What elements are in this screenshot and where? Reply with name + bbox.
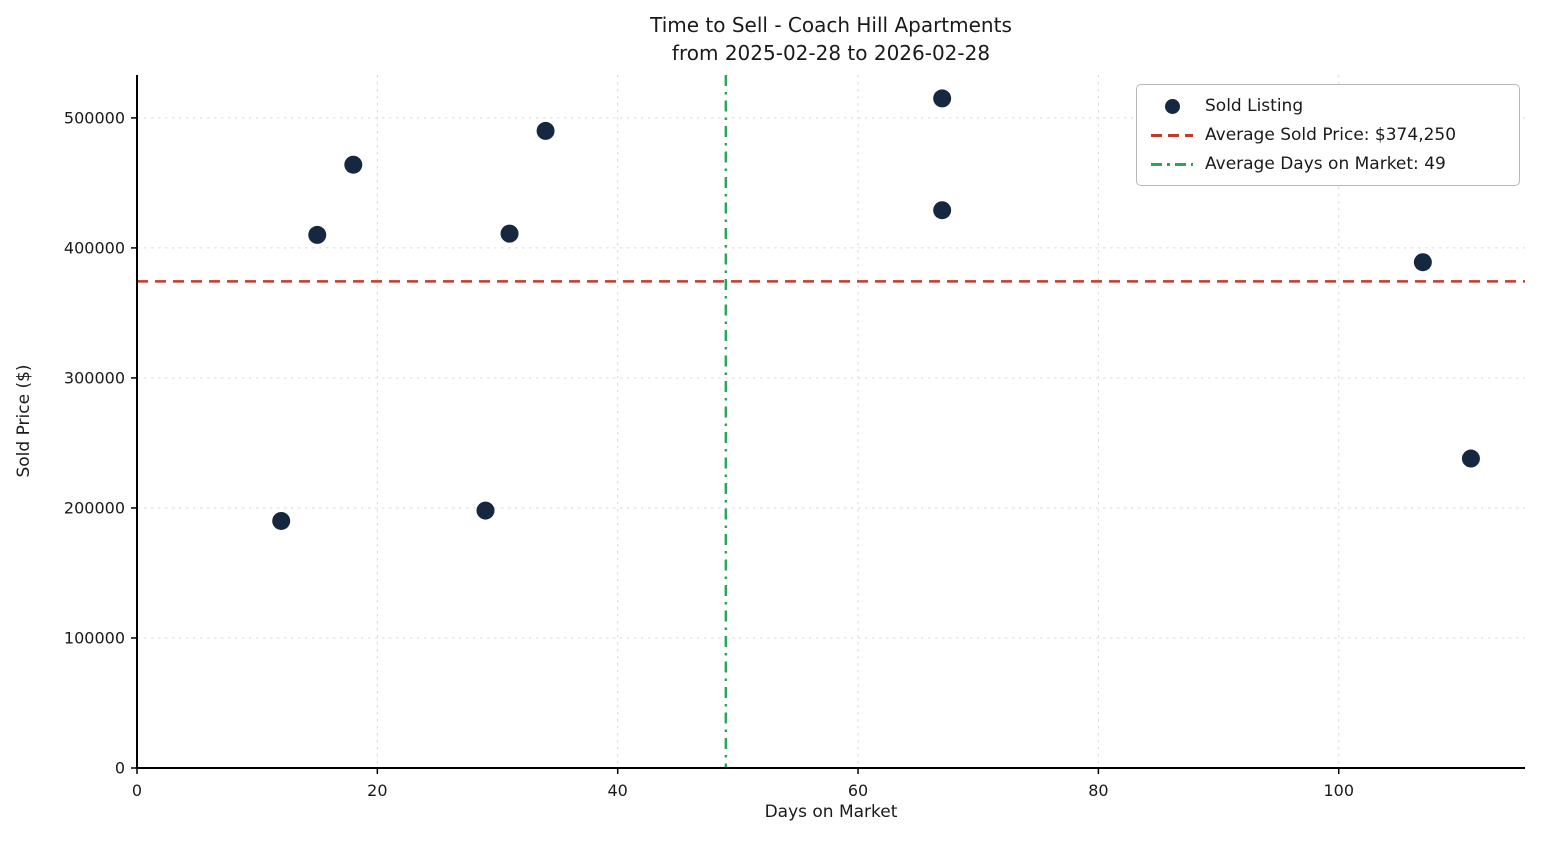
x-tick-label: 60 bbox=[848, 781, 868, 800]
x-axis-label: Days on Market bbox=[764, 802, 898, 822]
data-point bbox=[536, 121, 555, 140]
y-tick-label: 400000 bbox=[64, 238, 125, 257]
data-point bbox=[933, 201, 952, 220]
data-point bbox=[344, 155, 363, 174]
data-point bbox=[476, 501, 495, 520]
data-point bbox=[272, 511, 291, 530]
legend-label-avg-days: Average Days on Market: 49 bbox=[1205, 154, 1446, 174]
legend-entry-avg-days: Average Days on Market: 49 bbox=[1151, 154, 1505, 174]
data-point bbox=[1461, 449, 1480, 468]
y-tick-label: 300000 bbox=[64, 368, 125, 387]
x-tick-label: 100 bbox=[1323, 781, 1354, 800]
legend-entry-sold-listing: Sold Listing bbox=[1151, 96, 1505, 116]
sold-listing-dot-icon bbox=[1164, 98, 1180, 114]
data-point bbox=[500, 224, 519, 243]
y-tick-label: 500000 bbox=[64, 108, 125, 127]
legend-marker-dashdot-wrap bbox=[1151, 162, 1193, 166]
x-tick-label: 80 bbox=[1088, 781, 1108, 800]
data-point bbox=[308, 225, 327, 244]
y-tick-label: 200000 bbox=[64, 498, 125, 517]
y-tick-label: 0 bbox=[115, 759, 125, 778]
avg-days-dashdot-line-icon bbox=[1151, 162, 1193, 166]
avg-price-dashed-line-icon bbox=[1151, 133, 1193, 137]
legend-label-avg-price: Average Sold Price: $374,250 bbox=[1205, 125, 1457, 145]
x-tick-label: 40 bbox=[608, 781, 628, 800]
x-tick-label: 0 bbox=[132, 781, 142, 800]
legend-label-sold-listing: Sold Listing bbox=[1205, 96, 1304, 116]
legend-marker-dot-wrap bbox=[1151, 98, 1193, 114]
chart-title-line-2: from 2025-02-28 to 2026-02-28 bbox=[671, 41, 991, 65]
data-point bbox=[933, 89, 952, 108]
legend-entry-avg-price: Average Sold Price: $374,250 bbox=[1151, 125, 1505, 145]
chart-title-line-1: Time to Sell - Coach Hill Apartments bbox=[650, 13, 1012, 37]
y-tick-label: 100000 bbox=[64, 628, 125, 647]
legend-marker-dashed-wrap bbox=[1151, 133, 1193, 137]
data-point bbox=[1413, 253, 1432, 272]
x-tick-label: 20 bbox=[367, 781, 387, 800]
y-axis-label: Sold Price ($) bbox=[14, 364, 34, 478]
legend: Sold Listing Average Sold Price: $374,25… bbox=[1136, 84, 1520, 186]
